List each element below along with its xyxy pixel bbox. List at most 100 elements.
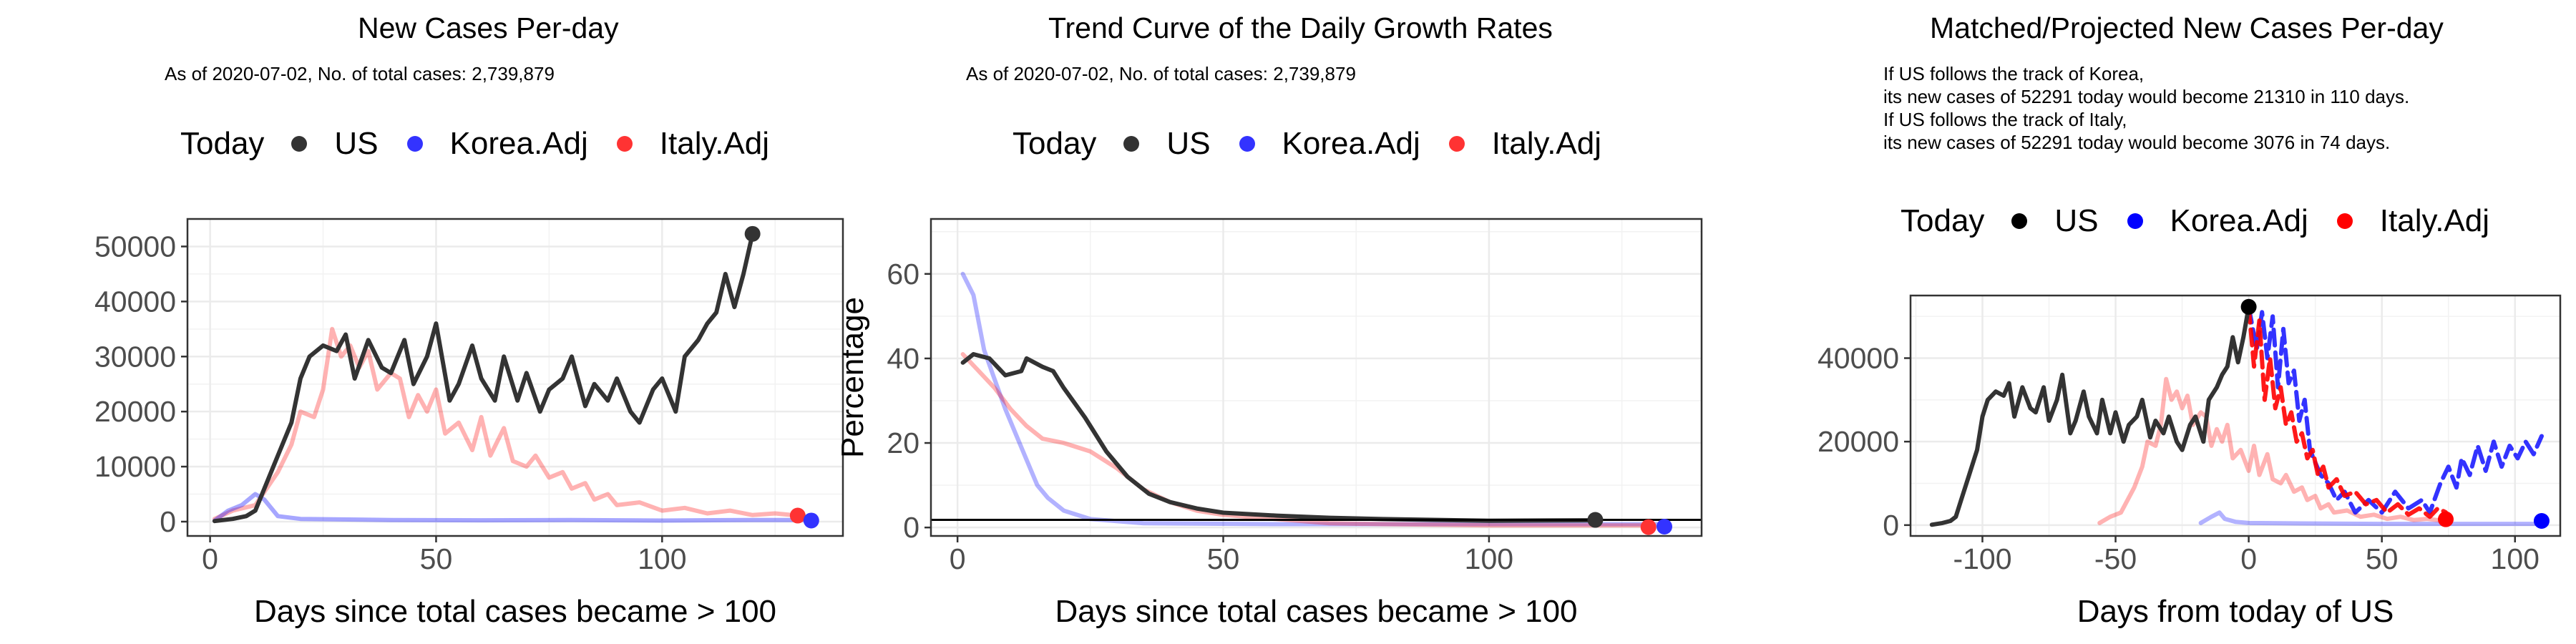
legend-dot-korea: [1239, 136, 1255, 152]
y-tick-label: 10000: [94, 450, 176, 483]
legend-item-italy: Italy.Adj: [616, 126, 770, 162]
chart-plot: -100 -50 0 50 100 0 20000 40000 Days from today …: [1818, 294, 2562, 629]
chart-legend: Today US Korea.Adj Italy.Adj: [1013, 126, 1630, 162]
legend-dot-us: [291, 136, 308, 152]
legend-item-us: US: [1123, 126, 1211, 162]
series-line-us: [212, 231, 755, 524]
legend-title: Today: [1013, 126, 1097, 161]
plot-border: [1909, 294, 2562, 537]
legend-item-korea: Korea.Adj: [1239, 126, 1420, 162]
plot-border: [930, 218, 1703, 537]
legend-label-korea: Korea.Adj: [2170, 203, 2308, 238]
y-axis-label: Percentage: [835, 297, 870, 458]
x-tick-label: 50: [1207, 542, 1240, 575]
series-line-italy-adj: [960, 352, 1651, 528]
today-point-us: [744, 225, 761, 242]
legend-dot-italy: [616, 136, 633, 152]
x-tick-label: 100: [638, 542, 686, 575]
y-tick-label: 60: [887, 258, 919, 291]
x-tick-label: 0: [202, 542, 218, 575]
chart-subtitle: As of 2020-07-02, No. of total cases: 2,…: [966, 63, 1356, 84]
legend-label-italy: Italy.Adj: [1491, 126, 1602, 161]
series-line-italy-adj: [2097, 376, 2443, 525]
x-tick-label: -100: [1953, 542, 2011, 575]
legend-item-italy: Italy.Adj: [1448, 126, 1602, 162]
chart-subtitle-line-1: If US follows the track of Korea,: [1883, 63, 2145, 84]
chart-title: Matched/Projected New Cases Per-day: [1930, 11, 2444, 44]
y-tick-label: 30000: [94, 340, 176, 373]
today-point-italy: [1640, 519, 1657, 535]
x-tick-label: 0: [2240, 542, 2257, 575]
legend-dot-korea: [406, 136, 423, 152]
grid-major: [1911, 296, 2560, 536]
today-point-italy: [2437, 511, 2454, 527]
chart-legend: Today US Korea.Adj Italy.Adj: [180, 126, 798, 162]
legend-dot-us: [2011, 213, 2028, 229]
series-group: [212, 231, 814, 524]
legend-dot-italy: [2336, 213, 2353, 229]
chart-panel-growth-rates: Trend Curve of the Daily Growth Rates As…: [835, 0, 1717, 644]
legend-label-italy: Italy.Adj: [2379, 203, 2490, 238]
x-tick-label: 50: [2366, 542, 2399, 575]
y-tick-label: 40: [887, 342, 919, 375]
x-tick-label: 100: [1465, 542, 1513, 575]
legend-item-us: US: [2011, 203, 2099, 239]
grid-major: [931, 219, 1702, 536]
legend-label-korea: Korea.Adj: [1282, 126, 1420, 161]
series-group: [960, 271, 1667, 528]
x-axis-label: Days since total cases became > 100: [1055, 594, 1577, 629]
y-tick-label: 20000: [1818, 425, 1899, 458]
grid-minor: [187, 218, 843, 536]
chart-legend: Today US Korea.Adj Italy.Adj: [1901, 203, 2518, 239]
chart-subtitle-line-3: If US follows the track of Italy,: [1883, 109, 2127, 130]
chart-plot: 0 50 100 0 20 40 60 Days since total cases beca…: [835, 218, 1703, 629]
today-point-korea: [803, 512, 819, 529]
series-line-italy-adj: [212, 326, 800, 522]
grid-minor: [1911, 296, 2560, 536]
today-point-korea: [1657, 519, 1673, 535]
today-point-italy: [789, 507, 806, 524]
series-line-korea-adj: [960, 271, 1667, 527]
legend-label-korea: Korea.Adj: [449, 126, 588, 161]
x-tick-label: -50: [2094, 542, 2137, 575]
y-tick-label: 40000: [94, 285, 176, 318]
legend-item-italy: Italy.Adj: [2336, 203, 2490, 239]
legend-title: Today: [180, 126, 265, 161]
series-line-italy-projected: [2246, 304, 2448, 519]
chart-title: Trend Curve of the Daily Growth Rates: [1048, 11, 1553, 44]
legend-dot-korea: [2127, 213, 2143, 229]
legend-label-us: US: [334, 126, 379, 161]
chart-title: New Cases Per-day: [358, 11, 619, 44]
y-tick-label: 0: [160, 505, 176, 538]
legend-item-korea: Korea.Adj: [2127, 203, 2308, 239]
today-point-us: [1587, 512, 1604, 528]
legend-label-italy: Italy.Adj: [659, 126, 770, 161]
legend-item-korea: Korea.Adj: [406, 126, 588, 162]
series-line-us: [960, 352, 1598, 523]
x-axis-label: Days since total cases became > 100: [254, 594, 776, 629]
legend-label-us: US: [1166, 126, 1211, 161]
series-group: [1929, 304, 2544, 527]
chart-panel-projected: Matched/Projected New Cases Per-day If U…: [1717, 0, 2576, 644]
legend-title: Today: [1901, 203, 1985, 238]
chart-plot: 0 50 100 0 10000 20000 30000 40000 50000 Days sin…: [94, 218, 844, 629]
chart-subtitle: As of 2020-07-02, No. of total cases: 2,…: [165, 63, 555, 84]
series-line-korea-projected: [2246, 304, 2544, 515]
grid-major: [187, 219, 843, 536]
x-tick-label: 50: [420, 542, 453, 575]
x-axis-label: Days from today of US: [2077, 594, 2394, 629]
legend-dot-italy: [1448, 136, 1465, 152]
chart-panel-new-cases: New Cases Per-day As of 2020-07-02, No. …: [0, 0, 859, 644]
legend-dot-us: [1123, 136, 1140, 152]
chart-subtitle-line-4: its new cases of 52291 today would becom…: [1883, 132, 2391, 153]
y-tick-label: 50000: [94, 230, 176, 263]
y-tick-label: 40000: [1818, 342, 1899, 375]
legend-item-us: US: [291, 126, 379, 162]
chart-subtitle-line-2: its new cases of 52291 today would becom…: [1883, 86, 2410, 107]
y-tick-label: 0: [903, 511, 919, 544]
x-tick-label: 0: [950, 542, 966, 575]
x-tick-label: 100: [2491, 542, 2540, 575]
y-tick-label: 20: [887, 426, 919, 459]
today-point-us: [2240, 298, 2257, 315]
series-line-korea-adj: [2198, 510, 2544, 527]
